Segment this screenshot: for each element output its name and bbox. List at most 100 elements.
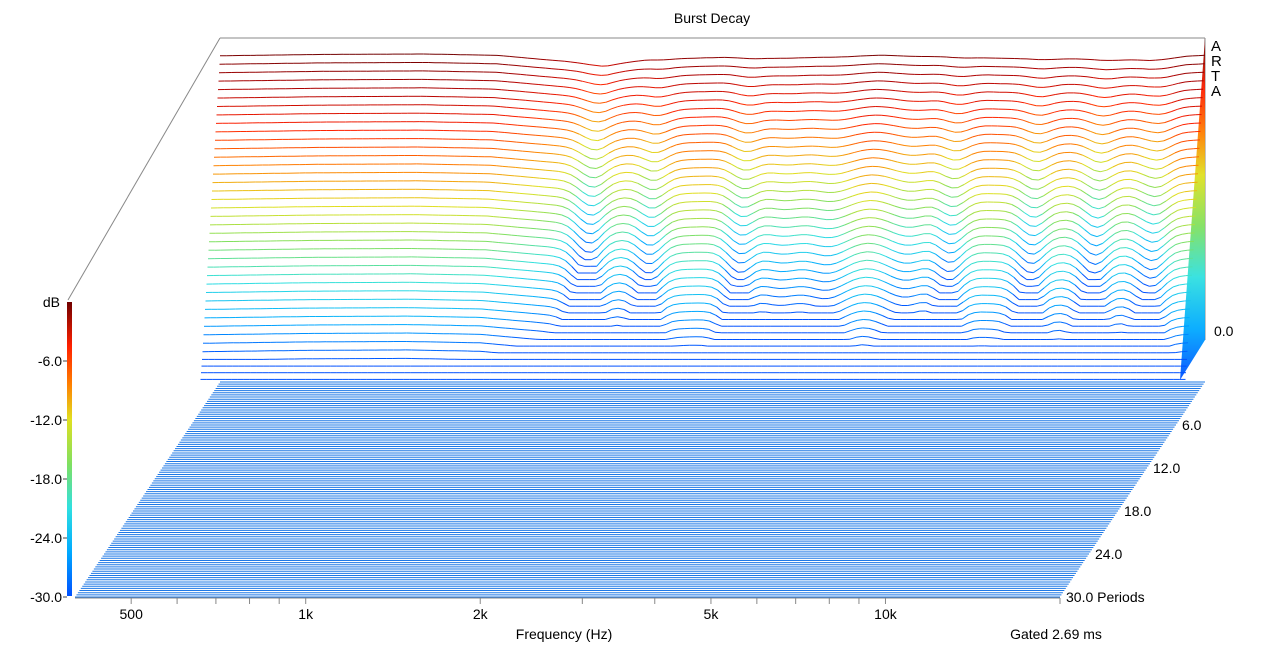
decay-curve-segment xyxy=(553,153,560,155)
decay-curve-segment xyxy=(536,219,543,222)
decay-curve-segment xyxy=(518,209,526,212)
decay-curve-segment xyxy=(1037,186,1045,190)
decay-curve-segment xyxy=(1074,293,1082,300)
decay-curve-segment xyxy=(1177,107,1184,110)
decay-curve-segment xyxy=(540,58,547,61)
decay-curve-segment xyxy=(657,261,665,269)
decay-curve-segment xyxy=(616,121,623,125)
decay-curve-segment xyxy=(818,137,826,139)
decay-curve-segment xyxy=(515,260,523,262)
decay-curve-segment xyxy=(886,132,893,135)
decay-curve-segment xyxy=(751,130,758,134)
decay-curve-segment xyxy=(867,148,874,151)
decay-curve-segment xyxy=(488,190,496,192)
decay-curve-segment xyxy=(1132,240,1140,246)
decay-curve-segment xyxy=(841,171,848,174)
decay-curve-segment xyxy=(526,176,534,178)
decay-curve-segment xyxy=(499,123,506,125)
decay-curve-segment xyxy=(1022,230,1030,236)
decay-curve-segment xyxy=(720,133,727,136)
decay-curve-segment xyxy=(1126,238,1134,242)
decay-curve-segment xyxy=(555,119,562,122)
decay-curve-segment xyxy=(1004,219,1011,223)
decay-curve-segment xyxy=(533,270,540,273)
decay-curve-segment xyxy=(614,155,621,159)
decay-curve-segment xyxy=(728,207,736,214)
decay-curve-segment xyxy=(531,202,538,204)
decay-curve-segment xyxy=(522,150,529,153)
decay-curve-segment xyxy=(923,126,931,129)
decay-curve-segment xyxy=(754,294,761,298)
decay-curve-segment xyxy=(851,210,858,215)
decay-curve-segment xyxy=(1179,283,1186,286)
decay-curve-segment xyxy=(1159,209,1166,215)
decay-curve-segment xyxy=(661,190,669,196)
decay-curve-segment xyxy=(621,146,628,149)
decay-curve-segment xyxy=(1127,230,1134,233)
decay-curve-segment xyxy=(678,218,685,221)
decay-curve-segment xyxy=(914,285,922,288)
decay-curve-segment xyxy=(939,181,946,186)
decay-curve-segment xyxy=(817,154,825,157)
decay-curve-segment xyxy=(838,215,846,219)
decay-curve-segment xyxy=(790,208,797,210)
decay-curve-segment xyxy=(864,200,871,202)
decay-curve-segment xyxy=(544,186,552,189)
decay-curve-segment xyxy=(1000,176,1008,178)
decay-curve-segment xyxy=(509,157,516,160)
decay-curve-segment xyxy=(1090,121,1097,125)
decay-curve-segment xyxy=(507,183,515,185)
decay-curve-segment xyxy=(892,249,899,254)
decay-curve-segment xyxy=(524,210,532,212)
decay-curve-segment xyxy=(854,159,861,162)
decay-curve-segment xyxy=(722,99,729,102)
decay-curve-segment xyxy=(591,238,599,244)
decay-curve-segment xyxy=(623,317,630,320)
decay-curve-segment xyxy=(613,273,621,276)
decay-curve-segment xyxy=(1022,239,1030,245)
decay-curve-segment xyxy=(879,149,886,151)
decay-curve-segment xyxy=(616,130,623,133)
decay-curve-segment xyxy=(1140,217,1148,223)
decay-curve-segment xyxy=(998,210,1006,212)
decay-curve-segment xyxy=(607,175,614,180)
decay-curve-segment xyxy=(1084,229,1092,235)
decay-curve-segment xyxy=(846,186,853,190)
decay-curve-segment xyxy=(759,102,766,105)
decay-curve-segment xyxy=(1027,139,1035,144)
decay-curve-segment xyxy=(1106,157,1114,162)
decay-curve-segment xyxy=(611,307,619,310)
decay-curve-segment xyxy=(748,176,756,180)
decay-curve-segment xyxy=(578,255,586,261)
decay-curve-segment xyxy=(551,68,559,70)
decay-curve-segment xyxy=(1097,224,1104,228)
decay-curve-segment xyxy=(531,210,538,213)
decay-curve-segment xyxy=(529,236,536,238)
decay-curve-segment xyxy=(766,294,773,297)
decay-curve-segment xyxy=(880,227,888,231)
decay-curve-segment xyxy=(761,163,769,166)
decay-curve-segment xyxy=(714,235,721,240)
decay-curve-segment xyxy=(933,180,940,183)
decay-curve-segment xyxy=(882,193,890,196)
decay-curve-segment xyxy=(1162,146,1170,151)
decay-curve-segment xyxy=(842,153,849,156)
decay-curve-segment xyxy=(940,164,947,168)
decay-curve-segment xyxy=(792,277,799,280)
decay-curve-segment xyxy=(663,264,671,271)
decay-curve-segment xyxy=(665,221,673,227)
decay-curve-segment xyxy=(655,294,663,301)
decay-curve-segment xyxy=(1031,76,1038,79)
decay-curve-segment xyxy=(1093,77,1100,79)
decay-curve-segment xyxy=(979,125,986,128)
decay-curve-segment xyxy=(855,133,862,136)
decay-curve-segment xyxy=(1024,93,1031,96)
decay-curve-segment xyxy=(977,260,984,263)
decay-curve-segment xyxy=(1042,200,1050,206)
decay-curve-segment xyxy=(520,277,528,280)
decay-curve-segment xyxy=(845,100,852,102)
decay-curve-segment xyxy=(591,139,598,142)
decay-curve-segment xyxy=(607,274,615,280)
decay-curve-segment xyxy=(1010,117,1017,120)
decay-curve-segment xyxy=(723,177,731,183)
